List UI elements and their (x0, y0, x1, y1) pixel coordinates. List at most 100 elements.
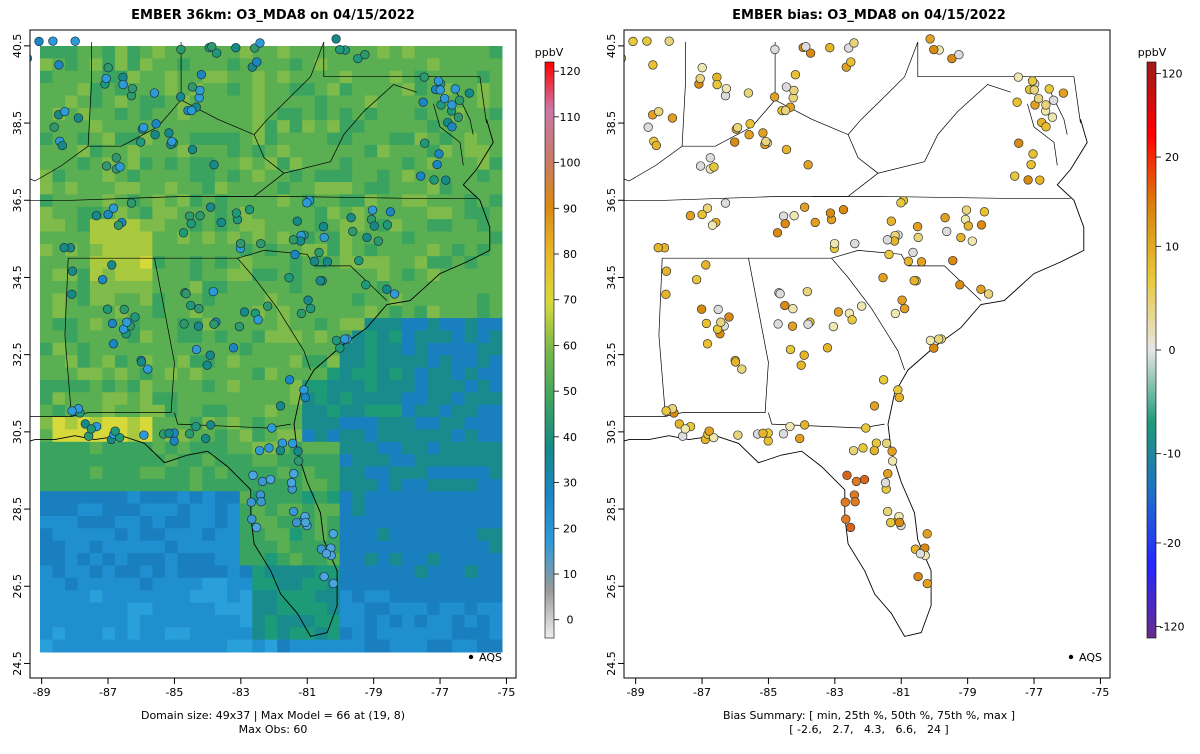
model-grid-cell (239, 157, 253, 171)
model-grid-cell (214, 243, 228, 257)
model-grid-cell (352, 602, 366, 616)
station-point (216, 217, 226, 228)
model-grid-cell (114, 540, 128, 554)
station-point (264, 443, 274, 453)
model-grid-cell (477, 70, 490, 84)
model-grid-cell (389, 639, 403, 653)
model-grid-cell (239, 268, 253, 282)
model-grid-cell (89, 379, 103, 393)
station-point (314, 247, 324, 258)
right-colorbar-tick-label: 120 (1162, 68, 1183, 81)
model-grid-cell (402, 355, 416, 369)
model-grid-cell (102, 404, 116, 418)
bias-station-point (880, 478, 891, 488)
model-grid-cell (389, 491, 403, 505)
model-grid-cell (252, 503, 266, 517)
model-grid-cell (439, 454, 453, 467)
model-grid-cell (189, 243, 203, 257)
bias-station-point (869, 445, 879, 456)
bias-station-point (909, 276, 919, 286)
model-grid-cell (252, 355, 266, 369)
model-grid-cell (214, 342, 228, 356)
model-grid-cell (127, 219, 141, 232)
model-grid-cell (164, 516, 178, 529)
right-title: EMBER bias: O3_MDA8 on 04/15/2022 (732, 8, 1006, 23)
model-grid-cell (40, 590, 53, 604)
model-grid-cell (77, 590, 91, 604)
model-grid-cell (414, 157, 428, 171)
model-grid-cell (52, 627, 66, 641)
model-grid-cell (189, 577, 203, 591)
model-grid-cell (489, 219, 503, 232)
bias-station-point (878, 273, 888, 283)
station-point (432, 159, 442, 170)
model-grid-cell (264, 194, 278, 208)
model-grid-cell (364, 268, 378, 282)
model-grid-cell (277, 540, 291, 554)
model-grid-cell (77, 231, 91, 245)
model-grid-cell (302, 342, 316, 356)
station-point (167, 136, 177, 147)
bias-station-point (1013, 72, 1023, 82)
model-grid-cell (452, 182, 466, 195)
model-grid-cell (277, 219, 291, 232)
model-grid-cell (389, 503, 403, 517)
model-grid-cell (65, 602, 78, 616)
model-grid-cell (377, 330, 391, 344)
model-grid-cell (377, 466, 391, 480)
station-point (73, 113, 84, 123)
model-grid-cell (114, 565, 128, 579)
model-grid-cell (402, 454, 416, 467)
model-grid-cell (177, 379, 191, 393)
model-grid-cell (477, 342, 490, 356)
model-grid-cell (377, 305, 391, 319)
model-grid-cell (452, 219, 466, 232)
model-grid-cell (89, 120, 103, 134)
model-grid-cell (377, 367, 391, 381)
model-grid-cell (464, 268, 478, 282)
model-grid-cell (277, 206, 291, 220)
station-point (321, 549, 332, 559)
model-grid-cell (277, 417, 291, 430)
model-grid-cell (452, 627, 466, 641)
model-grid-cell (414, 206, 428, 220)
model-grid-cell (77, 454, 91, 467)
model-grid-cell (65, 132, 78, 146)
model-grid-cell (314, 614, 328, 628)
model-grid-cell (152, 70, 166, 84)
station-point (450, 84, 460, 94)
model-grid-cell (40, 516, 53, 529)
bias-station-point (925, 34, 935, 44)
right-lat-tick-label: 26.5 (605, 574, 618, 599)
model-grid-cell (89, 342, 103, 356)
model-grid-cell (439, 516, 453, 529)
model-grid-cell (40, 503, 53, 517)
model-grid-cell (139, 305, 153, 319)
model-grid-cell (339, 565, 353, 579)
station-point (328, 529, 338, 539)
model-grid-cell (477, 590, 490, 604)
model-grid-cell (252, 120, 266, 134)
bias-station-point (674, 419, 684, 429)
model-grid-cell (477, 206, 490, 220)
model-grid-cell (127, 417, 141, 430)
model-grid-cell (264, 602, 278, 616)
model-grid-cell (214, 70, 228, 84)
model-grid-cell (65, 478, 78, 492)
model-grid-cell (489, 503, 503, 517)
bias-station-point (1058, 88, 1069, 98)
model-grid-cell (65, 120, 78, 134)
model-grid-cell (52, 478, 66, 492)
model-grid-cell (402, 58, 416, 72)
station-point (150, 130, 160, 140)
model-grid-cell (139, 503, 153, 517)
model-grid-cell (202, 639, 216, 653)
model-grid-cell (139, 194, 153, 208)
bias-station-point (851, 476, 862, 487)
model-grid-cell (427, 565, 441, 579)
model-grid-cell (439, 194, 453, 208)
model-grid-cell (189, 268, 203, 282)
model-grid-cell (477, 194, 490, 208)
model-grid-cell (402, 602, 416, 616)
bias-station-point (882, 235, 893, 245)
